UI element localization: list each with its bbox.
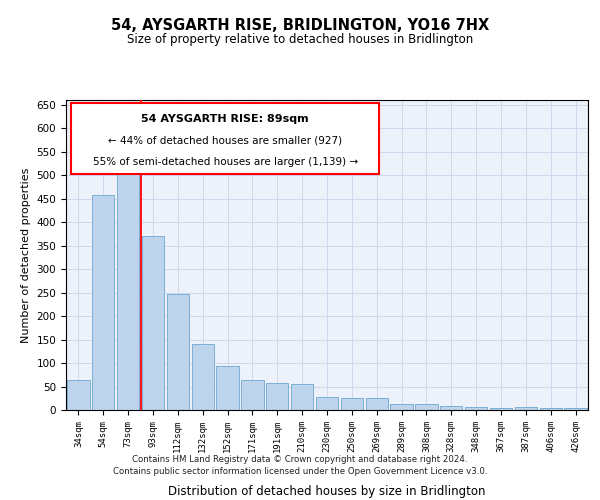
Text: Contains HM Land Registry data © Crown copyright and database right 2024.: Contains HM Land Registry data © Crown c… [132,455,468,464]
Y-axis label: Number of detached properties: Number of detached properties [21,168,31,342]
Bar [117,166,139,410]
Bar [142,236,164,410]
Bar [291,384,313,410]
Bar [67,380,89,410]
Bar [365,398,388,410]
Bar [241,380,263,410]
Bar [440,406,463,410]
Bar [539,408,562,410]
Bar [266,383,289,410]
Text: 54, AYSGARTH RISE, BRIDLINGTON, YO16 7HX: 54, AYSGARTH RISE, BRIDLINGTON, YO16 7HX [111,18,489,32]
FancyBboxPatch shape [71,103,379,174]
Text: Size of property relative to detached houses in Bridlington: Size of property relative to detached ho… [127,32,473,46]
Bar [415,404,437,410]
Bar [490,408,512,410]
Bar [217,366,239,410]
Text: 55% of semi-detached houses are larger (1,139) →: 55% of semi-detached houses are larger (… [92,156,358,166]
Bar [167,294,189,410]
Bar [515,406,537,410]
Bar [316,398,338,410]
Bar [341,398,363,410]
Text: Distribution of detached houses by size in Bridlington: Distribution of detached houses by size … [168,484,486,498]
Bar [565,408,587,410]
Text: ← 44% of detached houses are smaller (927): ← 44% of detached houses are smaller (92… [108,136,342,146]
Bar [391,404,413,410]
Bar [92,196,115,410]
Text: 54 AYSGARTH RISE: 89sqm: 54 AYSGARTH RISE: 89sqm [142,114,309,124]
Bar [465,406,487,410]
Text: Contains public sector information licensed under the Open Government Licence v3: Contains public sector information licen… [113,467,487,476]
Bar [191,344,214,410]
